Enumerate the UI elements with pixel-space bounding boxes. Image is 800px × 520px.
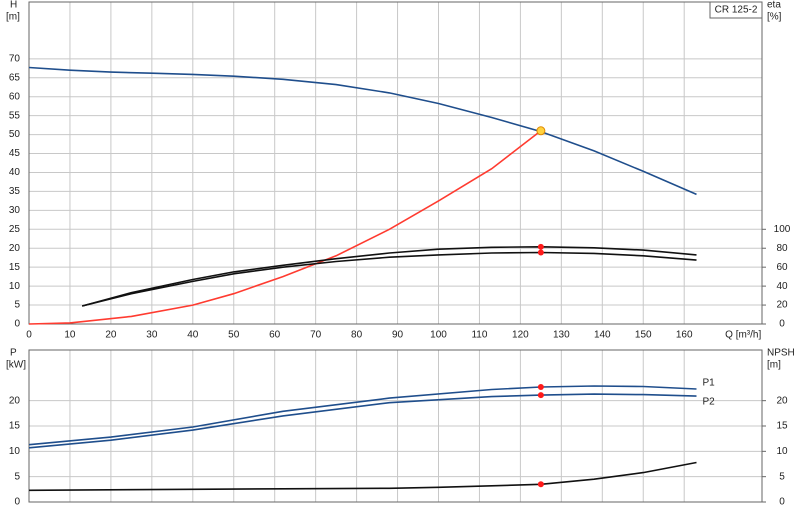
y-tick-label: 15 — [9, 421, 21, 432]
operating-point — [537, 383, 544, 390]
x-tick-label: 140 — [594, 330, 611, 341]
y-axis-unit: [kW] — [6, 360, 26, 371]
x-tick-label: 70 — [310, 330, 322, 341]
y-tick-label: 0 — [14, 319, 20, 330]
x-tick-label: 40 — [187, 330, 199, 341]
series-label: P2 — [702, 397, 715, 408]
y-tick-label: 5 — [14, 471, 20, 482]
x-tick-label: 30 — [146, 330, 158, 341]
x-tick-label: 100 — [430, 330, 447, 341]
y-tick-label: 15 — [9, 262, 21, 273]
y-tick-label: 50 — [9, 129, 21, 140]
y-tick-label: 40 — [9, 167, 21, 178]
series-label: P1 — [702, 378, 715, 389]
operating-point — [536, 126, 546, 136]
y2-tick-label: 80 — [776, 243, 788, 254]
y2-tick-label: 100 — [774, 224, 791, 235]
y-tick-label: 55 — [9, 110, 21, 121]
title-box — [709, 1, 763, 19]
y-tick-label: 20 — [9, 395, 21, 406]
curve — [28, 130, 542, 325]
operating-point — [537, 243, 544, 250]
y-tick-label: 65 — [9, 72, 21, 83]
x-tick-label: 160 — [676, 330, 693, 341]
operating-point — [537, 481, 544, 488]
y2-tick-label: 40 — [776, 281, 788, 292]
y-tick-label: 5 — [14, 300, 20, 311]
operating-point — [537, 249, 544, 256]
y2-axis-label: eta — [767, 0, 781, 11]
y-tick-label: 20 — [9, 243, 21, 254]
y2-tick-label: 0 — [779, 497, 785, 508]
operating-point — [537, 392, 544, 399]
y-tick-label: 70 — [9, 53, 21, 64]
y-tick-label: 10 — [9, 281, 21, 292]
y2-tick-label: 60 — [776, 262, 788, 273]
y-axis-label: P — [10, 348, 17, 359]
y-tick-label: 60 — [9, 91, 21, 102]
curve — [28, 385, 697, 446]
x-tick-label: 150 — [635, 330, 652, 341]
y2-axis-unit: [m] — [767, 360, 781, 371]
x-tick-label: 20 — [105, 330, 117, 341]
y2-tick-label: 20 — [776, 395, 788, 406]
y2-tick-label: 20 — [776, 300, 788, 311]
y2-axis-label: NPSH — [767, 348, 795, 359]
y-tick-label: 0 — [14, 497, 20, 508]
x-tick-label: 110 — [471, 330, 487, 341]
x-axis-label: Q [m³/h] — [725, 330, 761, 341]
y-tick-label: 10 — [9, 446, 21, 457]
x-tick-label: 50 — [228, 330, 240, 341]
y-tick-label: 25 — [9, 224, 21, 235]
y2-tick-label: 5 — [779, 471, 785, 482]
y-tick-label: 45 — [9, 148, 21, 159]
curve — [82, 251, 697, 307]
y2-tick-label: 0 — [779, 319, 785, 330]
plot-frame — [28, 349, 763, 503]
y2-axis-unit: [%] — [767, 12, 782, 23]
curve — [28, 66, 697, 196]
x-tick-label: 10 — [64, 330, 76, 341]
curve — [28, 393, 697, 449]
y-axis-unit: [m] — [6, 12, 20, 23]
y-axis-label: H — [10, 0, 17, 11]
curve — [28, 461, 697, 492]
y2-tick-label: 15 — [776, 421, 788, 432]
x-tick-label: 0 — [26, 330, 32, 341]
y-tick-label: 35 — [9, 186, 21, 197]
plot-frame — [28, 1, 763, 325]
chart-title: CR 125-2 — [715, 5, 758, 16]
y2-tick-label: 10 — [776, 446, 788, 457]
curve — [81, 245, 697, 307]
x-tick-label: 90 — [392, 330, 404, 341]
x-tick-label: 120 — [512, 330, 529, 341]
x-tick-label: 80 — [351, 330, 363, 341]
y-tick-label: 30 — [9, 205, 21, 216]
x-tick-label: 130 — [553, 330, 570, 341]
x-tick-label: 60 — [269, 330, 281, 341]
